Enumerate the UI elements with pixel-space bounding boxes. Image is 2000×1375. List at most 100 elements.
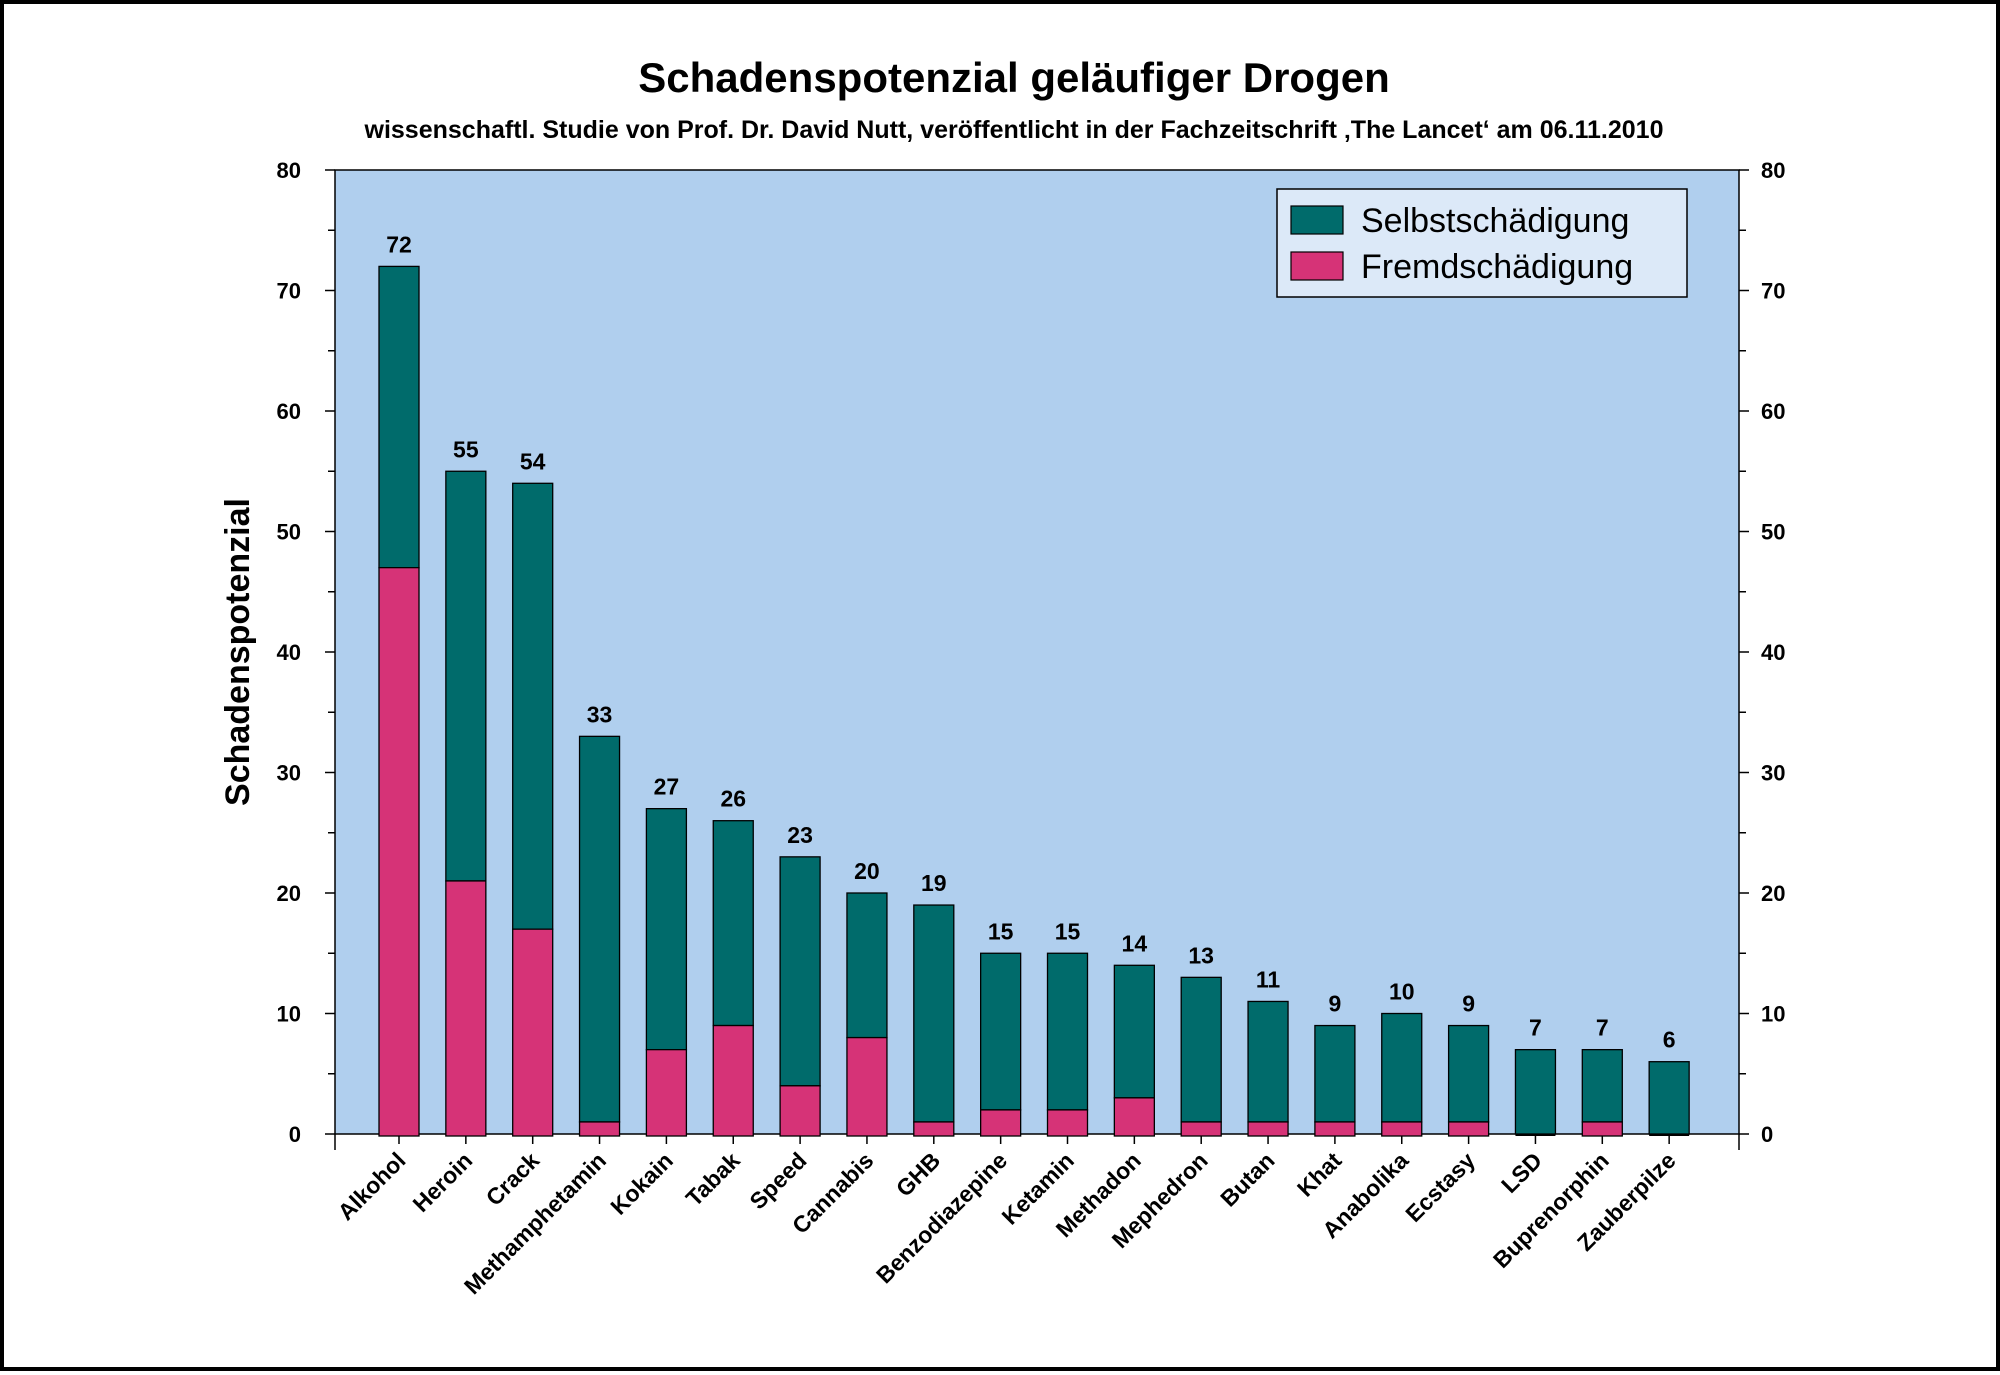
x-tick-label: Speed (744, 1147, 811, 1214)
bar-fremdschaedigung (846, 1036, 888, 1137)
bar-selbstschaedigung (913, 904, 955, 1123)
bars (378, 265, 1690, 1137)
data-label-total: 11 (1256, 966, 1281, 992)
legend-label-selbstschaedigung: Selbstschädigung (1361, 202, 1629, 240)
chart-subtitle: wissenschaftl. Studie von Prof. Dr. Davi… (364, 116, 1664, 144)
data-label-total: 14 (1122, 930, 1148, 956)
y-tick-label-left: 0 (289, 1122, 301, 1147)
bar-fremdschaedigung (445, 880, 487, 1137)
bar-fremdschaedigung (1046, 1109, 1089, 1137)
data-label-total: 33 (587, 701, 613, 727)
y-tick-label-right: 70 (1761, 279, 1785, 304)
chart-title: Schadenspotenzial geläufiger Drogen (638, 54, 1389, 101)
data-label-total: 72 (386, 231, 412, 257)
y-tick-label-right: 40 (1761, 640, 1785, 665)
y-tick-label-left: 10 (277, 1002, 301, 1027)
x-tick-label: Heroin (407, 1147, 477, 1217)
bar-selbstschaedigung (846, 892, 888, 1039)
x-tick-label: GHB (891, 1147, 946, 1202)
x-tick-label: Khat (1292, 1147, 1347, 1202)
data-label-total: 7 (1596, 1015, 1609, 1041)
y-tick-label-left: 70 (277, 279, 301, 304)
x-tick-label: Crack (481, 1147, 545, 1211)
bar-fremdschaedigung (1180, 1121, 1222, 1137)
bar-selbstschaedigung (980, 952, 1022, 1111)
legend-swatch-fremdschaedigung (1290, 251, 1344, 281)
bar-fremdschaedigung (1314, 1121, 1356, 1137)
y-tick-label-right: 60 (1761, 399, 1785, 424)
data-label-total: 23 (787, 822, 813, 848)
x-tick-label: Butan (1215, 1147, 1279, 1211)
data-label-total: 13 (1188, 942, 1214, 968)
y-tick-label-right: 80 (1761, 158, 1785, 183)
bar-selbstschaedigung (712, 820, 754, 1027)
y-tick-label-right: 10 (1761, 1002, 1785, 1027)
bar-fremdschaedigung (578, 1121, 621, 1137)
bar-selbstschaedigung (1381, 1012, 1423, 1123)
data-label-total: 27 (654, 774, 680, 800)
y-tick-label-right: 0 (1761, 1122, 1773, 1147)
y-tick-label-left: 80 (277, 158, 301, 183)
bar-fremdschaedigung (1381, 1121, 1423, 1137)
data-label-total: 55 (453, 436, 479, 462)
legend-swatch-selbstschaedigung (1290, 205, 1344, 235)
bar-fremdschaedigung (378, 567, 420, 1137)
data-label-total: 15 (1055, 918, 1081, 944)
y-tick-label-left: 30 (277, 761, 301, 786)
y-tick-label-right: 20 (1761, 881, 1785, 906)
bar-selbstschaedigung (1247, 1000, 1289, 1123)
y-tick-label-right: 50 (1761, 520, 1785, 545)
bar-selbstschaedigung (645, 808, 688, 1051)
x-tick-label: Ecstasy (1400, 1147, 1480, 1227)
x-tick-label: Buprenorphin (1488, 1147, 1614, 1273)
bar-selbstschaedigung (1648, 1061, 1690, 1135)
bar-fremdschaedigung (779, 1085, 821, 1137)
bar-selbstschaedigung (1514, 1049, 1557, 1135)
bar-fremdschaedigung (1581, 1121, 1623, 1137)
bar-fremdschaedigung (512, 928, 554, 1137)
bar-selbstschaedigung (378, 265, 420, 569)
bar-fremdschaedigung (1447, 1121, 1490, 1137)
bar-selbstschaedigung (578, 735, 621, 1123)
legend-box (1276, 188, 1688, 298)
data-label-total: 10 (1389, 979, 1415, 1005)
data-label-total: 9 (1462, 991, 1475, 1017)
bar-selbstschaedigung (445, 470, 487, 882)
chart: Schadenspotenzial geläufiger Drogen wiss… (219, 54, 1785, 1299)
data-label-total: 26 (720, 786, 746, 812)
x-tick-label: Kokain (605, 1147, 678, 1220)
data-label-total: 54 (520, 448, 546, 474)
legend-label-fremdschaedigung: Fremdschädigung (1361, 248, 1633, 286)
legend: Selbstschädigung Fremdschädigung (1276, 188, 1688, 298)
y-axis-label: Schadenspotenzial (219, 498, 257, 806)
bar-fremdschaedigung (1113, 1097, 1155, 1137)
data-label-total: 15 (988, 918, 1014, 944)
bar-fremdschaedigung (913, 1121, 955, 1137)
bar-selbstschaedigung (512, 482, 554, 930)
y-tick-label-right: 30 (1761, 761, 1785, 786)
bar-selbstschaedigung (1581, 1049, 1623, 1123)
data-label-total: 20 (854, 858, 880, 884)
bar-selbstschaedigung (1113, 964, 1155, 1099)
y-tick-label-left: 50 (277, 520, 301, 545)
data-label-total: 9 (1329, 991, 1342, 1017)
plot-area (334, 169, 1740, 1135)
x-tick-label: LSD (1496, 1147, 1547, 1198)
bar-fremdschaedigung (1247, 1121, 1289, 1137)
x-tick-label: Alkohol (333, 1147, 411, 1225)
axes: 0 0 10 10 20 20 30 30 40 40 50 50 60 60 70 70 80 80 (277, 158, 1785, 1150)
bar-selbstschaedigung (1314, 1024, 1356, 1123)
data-label-total: 7 (1529, 1015, 1542, 1041)
data-label-total: 19 (921, 870, 947, 896)
y-tick-label-left: 20 (277, 881, 301, 906)
y-tick-label-left: 40 (277, 640, 301, 665)
bar-fremdschaedigung (645, 1049, 688, 1137)
bar-fremdschaedigung (712, 1024, 754, 1137)
bar-selbstschaedigung (1046, 952, 1089, 1111)
bar-selbstschaedigung (1180, 976, 1222, 1123)
x-tick-label: Tabak (681, 1147, 745, 1211)
data-label-total: 6 (1663, 1027, 1676, 1053)
bar-selbstschaedigung (779, 856, 821, 1087)
bar-selbstschaedigung (1447, 1024, 1490, 1123)
